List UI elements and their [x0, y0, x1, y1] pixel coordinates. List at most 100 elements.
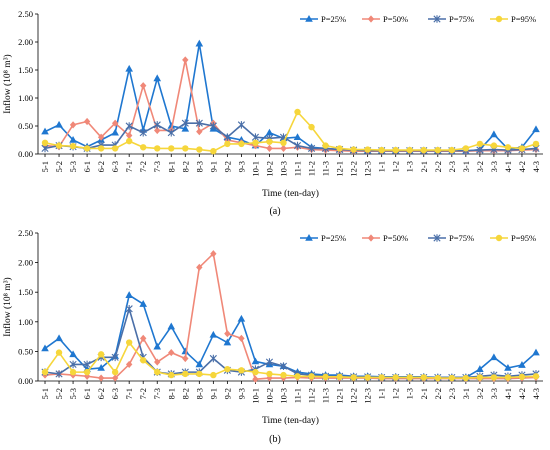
data-point	[392, 146, 399, 154]
data-point	[97, 363, 105, 371]
x-tick-label: 6-2	[96, 388, 106, 399]
x-tick-label: 1-3	[405, 161, 415, 172]
data-point	[280, 139, 287, 146]
data-point	[266, 138, 273, 145]
x-tick-label: 6-2	[96, 161, 106, 172]
legend-label: P=50%	[383, 233, 408, 243]
x-tick-label: 7-2	[138, 388, 148, 399]
data-point	[97, 351, 105, 358]
series-line	[44, 305, 537, 379]
data-point	[154, 368, 161, 376]
x-tick-label: 12-2	[349, 161, 359, 177]
data-point	[490, 142, 498, 149]
data-point	[125, 360, 133, 369]
legend-label: P=75%	[449, 14, 474, 24]
data-point	[154, 358, 161, 366]
data-point	[195, 360, 204, 368]
data-point	[69, 142, 77, 150]
data-point	[55, 120, 63, 128]
y-tick-label: 1.00	[18, 317, 33, 327]
series-P=25%	[41, 291, 540, 381]
x-tick-label: 3-1	[461, 388, 471, 399]
data-point	[336, 145, 343, 152]
data-point	[139, 128, 147, 137]
data-point	[392, 374, 399, 381]
data-point	[434, 374, 441, 382]
data-point	[41, 127, 49, 135]
data-point	[223, 338, 232, 346]
panel-label: (a)	[269, 206, 280, 217]
x-tick-label: 2-3	[447, 388, 457, 399]
data-point	[168, 145, 175, 152]
x-tick-label: 4-2	[517, 388, 527, 399]
data-point	[41, 344, 49, 352]
legend-swatch-marker	[367, 234, 375, 242]
x-tick-label: 9-1	[208, 161, 218, 172]
data-point	[167, 128, 175, 137]
data-point	[307, 144, 316, 153]
x-tick-label: 11-1	[293, 161, 303, 176]
legend-label: P=75%	[449, 233, 474, 243]
x-tick-label: 8-1	[166, 161, 176, 172]
data-point	[308, 373, 315, 380]
x-tick-label: 7-1	[124, 388, 134, 399]
data-point	[196, 146, 203, 153]
data-point	[322, 373, 329, 381]
legend-label: P=95%	[511, 14, 536, 24]
data-point	[69, 350, 77, 358]
data-point	[237, 314, 246, 322]
y-tick-label: 1.50	[18, 65, 33, 75]
x-tick-label: 9-3	[236, 388, 246, 399]
data-point	[210, 250, 217, 258]
data-point	[252, 139, 259, 146]
data-point	[476, 365, 484, 372]
x-axis-title: Time (ten-day)	[262, 415, 319, 426]
x-tick-label: 9-1	[208, 388, 218, 399]
x-tick-label: 7-3	[152, 161, 162, 172]
chart-panel-a: 0.00 0.50 1.00 1.50 2.00 2.50 5-1 5-2 5-3 6-1 6-2 6…	[2, 9, 543, 217]
data-point	[209, 122, 217, 130]
data-point	[196, 128, 203, 136]
data-point	[280, 371, 287, 379]
x-tick-label: 10-2	[264, 388, 274, 404]
y-tick-label: 2.00	[18, 258, 33, 268]
x-tick-label: 10-3	[278, 161, 288, 177]
data-point	[182, 370, 189, 378]
data-point	[195, 39, 204, 47]
x-tick-label: 6-3	[110, 388, 120, 399]
x-tick-label: 4-1	[503, 388, 513, 399]
data-point	[97, 145, 105, 152]
x-tick-label: 12-2	[349, 388, 359, 404]
chart-panel-b: 0.00 0.50 1.00 1.50 2.00 2.50 5-1 5-2 5-3 6-1 6-2 6…	[2, 228, 543, 445]
y-tick-label: 2.50	[18, 9, 33, 19]
data-point	[196, 263, 203, 271]
x-tick-label: 6-3	[110, 161, 120, 172]
data-point	[504, 363, 512, 371]
x-tick-label: 8-1	[166, 388, 176, 399]
data-point	[265, 358, 274, 366]
x-tick-label: 5-1	[40, 388, 50, 399]
data-point	[69, 121, 77, 129]
data-point	[83, 360, 91, 369]
data-point	[266, 370, 273, 378]
data-point	[153, 342, 162, 350]
data-point	[378, 374, 385, 381]
x-tick-label: 5-1	[40, 161, 50, 172]
x-tick-label: 1-3	[405, 388, 415, 399]
legend-swatch-marker	[495, 15, 503, 23]
data-point	[69, 368, 77, 376]
data-point	[111, 374, 119, 382]
data-point	[224, 365, 231, 373]
data-point	[140, 144, 147, 151]
data-point	[125, 64, 133, 72]
data-point	[209, 354, 217, 363]
x-tick-label: 1-1	[377, 388, 387, 399]
data-point	[125, 137, 133, 145]
data-point	[55, 334, 63, 342]
data-point	[168, 348, 175, 357]
data-point	[111, 368, 119, 376]
x-tick-label: 10-3	[278, 388, 288, 404]
series-P=25%	[41, 39, 540, 154]
x-tick-label: 10-1	[250, 161, 260, 177]
data-point	[504, 144, 512, 151]
